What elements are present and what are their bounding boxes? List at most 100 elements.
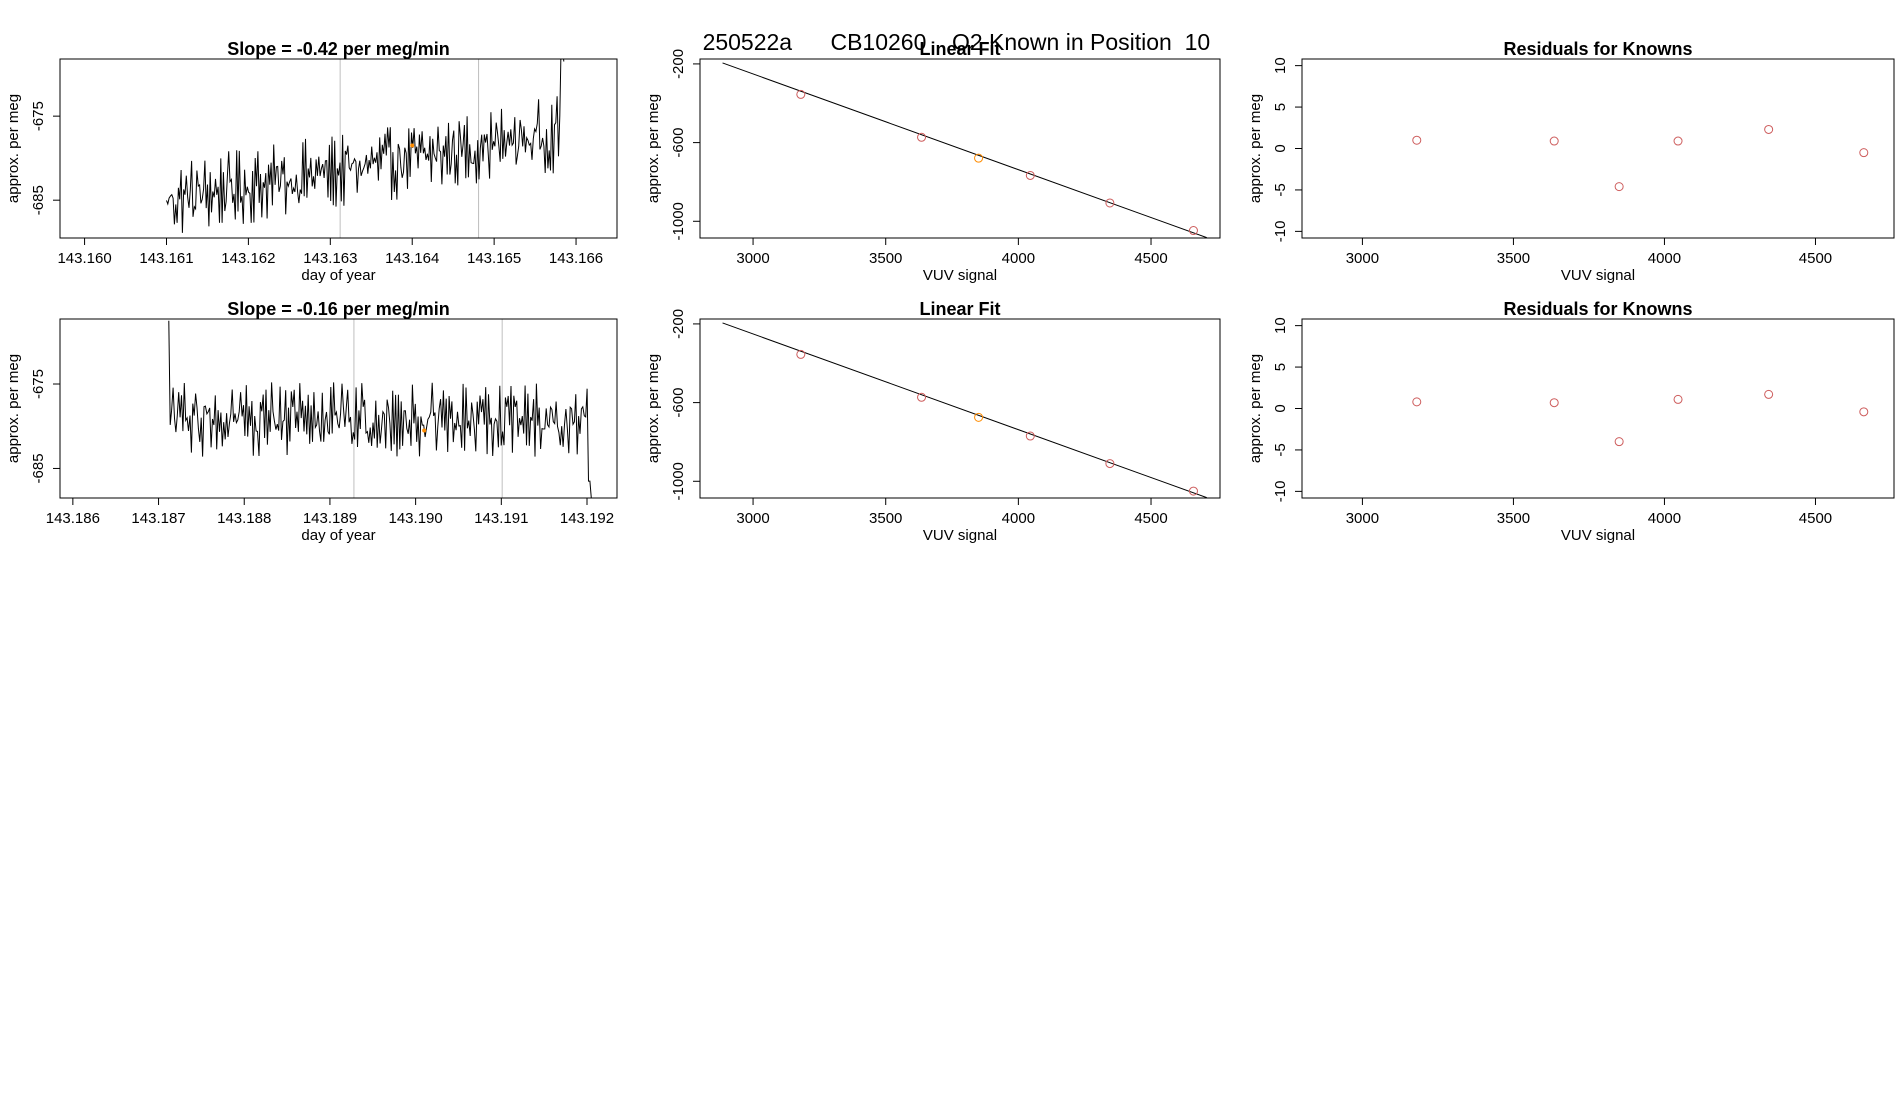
x-tick-label: 143.190 [389,510,443,527]
header-description: O2 Known in Position 10 [951,29,1211,55]
x-tick-label: 143.187 [131,510,185,527]
x-tick-label: 4000 [1648,510,1681,527]
x-tick-label: 143.164 [385,250,439,267]
plot-frame [59,318,618,499]
data-point [974,153,984,163]
x-tick-label: 3000 [1346,510,1379,527]
chart-title: Linear Fit [919,39,1000,59]
plot-area [722,62,1207,238]
data-point [1614,182,1624,192]
x-tick-label: 143.186 [46,510,100,527]
x-tick-label: 143.188 [217,510,271,527]
x-tick-label: 3500 [869,510,902,527]
y-tick-label: -675 [30,369,47,399]
data-point [1188,226,1198,236]
y-tick-label: -1000 [670,202,687,240]
x-axis-label: VUV signal [1561,267,1635,284]
y-tick-label: -10 [1272,221,1289,243]
data-point [1549,398,1559,408]
y-tick-label: -685 [30,185,47,215]
y-axis-label: approx. per meg [1247,94,1264,203]
header-cylinder-id: CB10260 [830,29,927,55]
chart-panel-6: Residuals for Knowns 3000 3500 4000 4500 VUV … [1247,299,1895,544]
y-tick-label: -10 [1272,481,1289,503]
y-axis-label: approx. per meg [1247,354,1264,463]
x-tick-label: 143.189 [303,510,357,527]
x-tick-label: 4500 [1799,510,1832,527]
x-tick-label: 4000 [1002,510,1035,527]
x-tick-label: 4500 [1134,250,1167,267]
header-run-id: 250522a [702,29,793,55]
chart-panel-1: Slope = -0.42 per meg/min 143.160 143.161 1… [5,39,618,284]
plot-area [1412,389,1869,447]
chart-panel-3: Residuals for Knowns 3000 3500 4000 4500 VUV … [1247,39,1895,284]
data-point [1105,459,1115,469]
y-tick-label: 5 [1272,363,1289,371]
y-tick-label: -5 [1272,183,1289,196]
y-tick-label: -200 [670,309,687,339]
x-tick-label: 143.162 [221,250,275,267]
data-point [1412,135,1422,145]
data-point [1673,136,1683,146]
page-title: 250522a CB10260 O2 Known in Position 10 [0,2,1900,56]
current-sample-marker [422,428,427,433]
plot-frame [699,318,1221,499]
y-tick-label: -1000 [670,462,687,500]
data-point [1859,148,1869,158]
x-tick-label: 143.192 [560,510,614,527]
x-tick-label: 4500 [1799,250,1832,267]
data-point [1412,397,1422,407]
data-point [917,132,927,142]
x-tick-label: 143.160 [57,250,111,267]
data-point [796,349,806,359]
chart-title: Slope = -0.42 per meg/min [227,39,450,59]
data-point [1188,486,1198,496]
data-point [1614,437,1624,447]
y-tick-label: -600 [670,388,687,418]
plot-frame [59,58,618,239]
x-axis-label: day of year [301,267,375,284]
y-tick-label: -675 [30,101,47,131]
x-tick-label: 3500 [869,250,902,267]
x-axis-label: VUV signal [1561,527,1635,544]
data-point [1549,136,1559,146]
data-point [1025,170,1035,180]
plot-area [168,319,592,498]
y-tick-label: 5 [1272,103,1289,111]
y-tick-label: 0 [1272,404,1289,412]
x-tick-label: 3000 [736,510,769,527]
x-tick-label: 143.165 [467,250,521,267]
x-tick-label: 4000 [1002,250,1035,267]
plot-frame [699,58,1221,239]
plot-area [722,322,1207,498]
y-tick-label: 0 [1272,144,1289,152]
x-tick-label: 143.166 [549,250,603,267]
chart-panel-2: Linear Fit 3000 3500 4000 4500 VUV signal -200… [645,39,1221,284]
y-tick-label: -600 [670,128,687,158]
chart-panel-4: Slope = -0.16 per meg/min 143.186 143.187 1… [5,299,618,544]
x-axis-label: day of year [301,527,375,544]
fit-line [722,62,1207,238]
chart-title: Residuals for Knowns [1503,39,1692,59]
data-point [1673,394,1683,404]
data-trace [166,59,565,233]
data-point [1859,407,1869,417]
chart-title: Linear Fit [919,299,1000,319]
x-tick-label: 143.191 [474,510,528,527]
data-trace [168,320,592,498]
x-tick-label: 3000 [1346,250,1379,267]
data-point [1764,124,1774,134]
x-tick-label: 4500 [1134,510,1167,527]
current-sample-marker [410,143,415,148]
x-tick-label: 143.161 [139,250,193,267]
plot-frame [1301,58,1895,239]
x-axis-label: VUV signal [923,267,997,284]
data-point [796,89,806,99]
data-point [1025,431,1035,441]
data-point [974,412,984,422]
data-point [917,392,927,402]
data-point [1764,389,1774,399]
y-axis-label: approx. per meg [645,94,662,203]
x-axis-label: VUV signal [923,527,997,544]
